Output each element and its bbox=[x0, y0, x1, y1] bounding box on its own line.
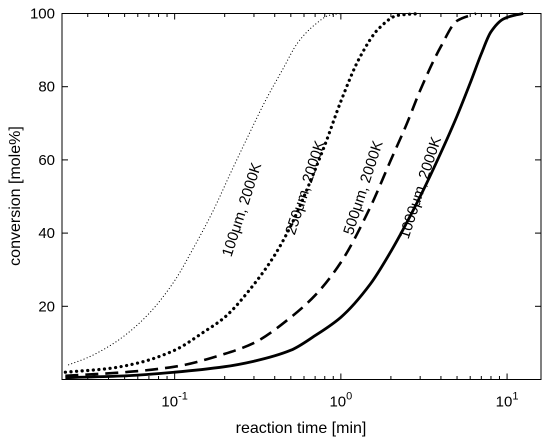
plot-frame bbox=[61, 13, 542, 380]
y-tick-label: 20 bbox=[38, 298, 55, 315]
x-tick-label: 101 bbox=[496, 391, 519, 411]
curve-label-3: 500μm, 2000K bbox=[340, 139, 386, 237]
x-axis-ticks: 10-1 100 101 bbox=[87, 13, 519, 411]
x-tick-label: 10-1 bbox=[161, 391, 187, 411]
series-line-3 bbox=[65, 12, 477, 378]
series-layer bbox=[63, 11, 524, 380]
y-tick-label: 80 bbox=[38, 79, 55, 96]
curve-labels: 100μm, 2000K 250μm, 2000K 500μm, 2000K 1000… bbox=[219, 135, 445, 259]
series-line-2 bbox=[63, 11, 422, 374]
y-axis-ticks: 20 40 60 80 100 bbox=[30, 6, 541, 315]
curve-label-1: 100μm, 2000K bbox=[219, 161, 265, 259]
y-tick-label: 100 bbox=[30, 6, 55, 23]
curve-label-4: 1000μm, 2000K bbox=[396, 135, 445, 241]
y-axis-label: conversion [mole%] bbox=[7, 126, 24, 266]
x-axis-label: reaction time [min] bbox=[236, 420, 367, 437]
series-line-1 bbox=[68, 12, 342, 366]
series-line-4 bbox=[65, 12, 524, 380]
y-tick-label: 60 bbox=[38, 152, 55, 169]
curve-label-2: 250μm, 2000K bbox=[282, 139, 328, 237]
y-tick-label: 40 bbox=[38, 225, 55, 242]
x-tick-label: 100 bbox=[329, 391, 352, 411]
